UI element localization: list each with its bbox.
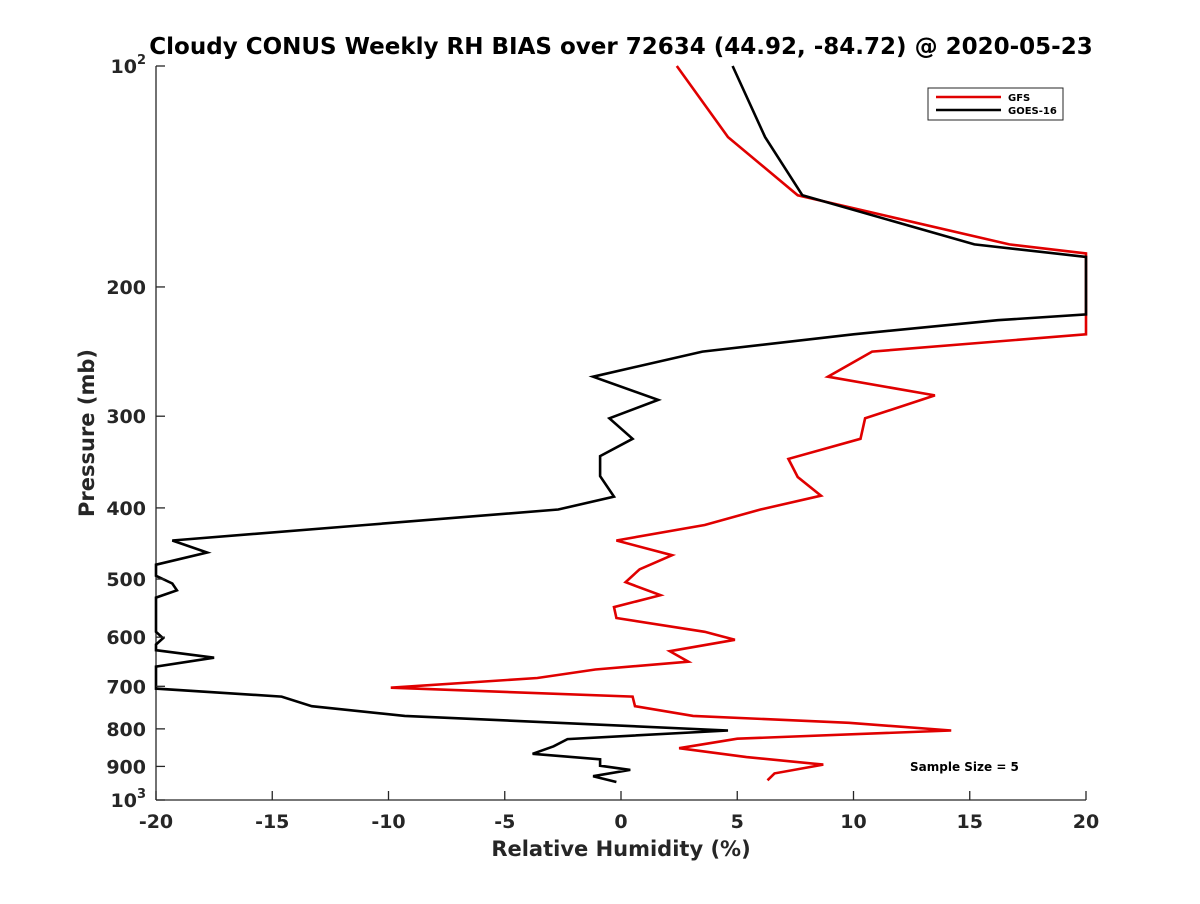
- y-tick-label: 400: [106, 498, 146, 520]
- y-tick-label: 800: [106, 719, 146, 741]
- y-tick-label: 103: [111, 787, 147, 812]
- y-tick-label: 700: [106, 676, 146, 698]
- x-tick-label: -20: [139, 811, 173, 833]
- sample-size-annotation: Sample Size = 5: [910, 760, 1019, 774]
- x-tick-label: 15: [957, 811, 983, 833]
- y-tick-label: 200: [106, 277, 146, 299]
- x-tick-label: 0: [614, 811, 627, 833]
- x-tick-label: 5: [731, 811, 744, 833]
- x-axis-label: Relative Humidity (%): [491, 837, 750, 861]
- y-tick-label: 900: [106, 756, 146, 778]
- legend-goes-label: GOES-16: [1008, 106, 1057, 117]
- x-tick-label: 10: [840, 811, 866, 833]
- y-axis-label: Pressure (mb): [75, 349, 99, 517]
- x-tick-label: 20: [1073, 811, 1099, 833]
- legend: GFS GOES-16: [927, 87, 1064, 121]
- chart-title: Cloudy CONUS Weekly RH BIAS over 72634 (…: [149, 34, 1092, 60]
- x-tick-label: -5: [494, 811, 515, 833]
- plot-area: -20 -15 -10 -5 0 5 10 15 20 102 200 300 400 500 600 700…: [106, 53, 1099, 833]
- x-tick-label: -15: [255, 811, 289, 833]
- y-tick-label: 500: [106, 569, 146, 591]
- x-tick-label: -10: [371, 811, 405, 833]
- legend-gfs-label: GFS: [1008, 93, 1030, 104]
- legend-box: [927, 87, 1064, 121]
- plot-frame: [156, 66, 1086, 800]
- y-tick-label: 300: [106, 406, 146, 428]
- y-tick-label: 600: [106, 627, 146, 649]
- series-line-gfs: [390, 65, 1088, 782]
- y-tick-label: 102: [111, 53, 147, 78]
